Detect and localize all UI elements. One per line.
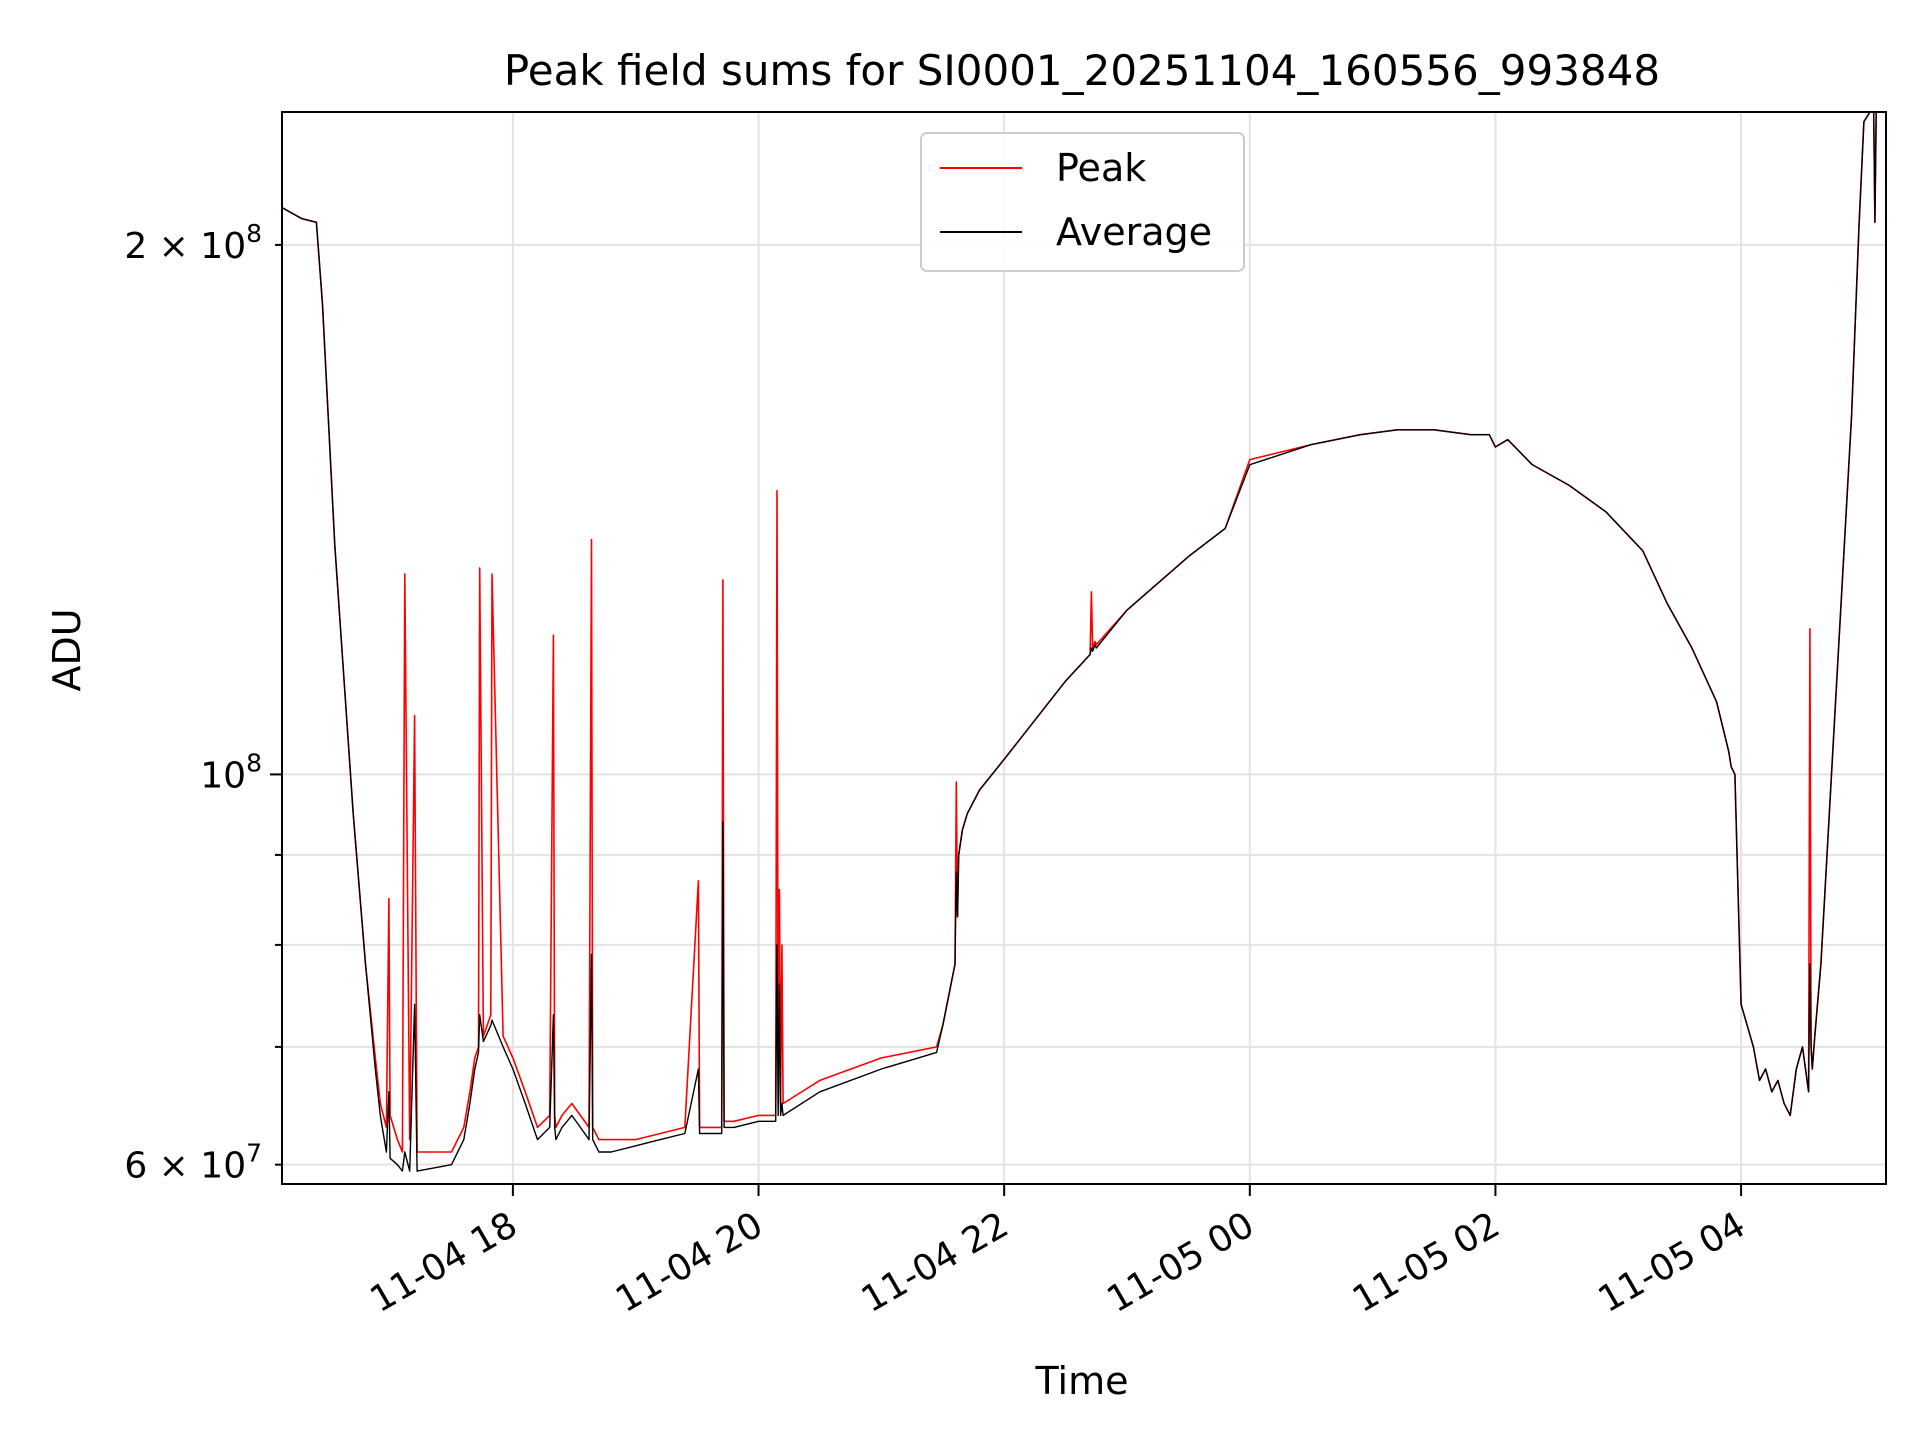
legend: Peak Average xyxy=(920,132,1245,272)
series-line-average xyxy=(282,112,1877,1172)
x-axis-label: Time xyxy=(1035,1359,1129,1403)
y-tick-label: 6 × 107 xyxy=(124,1139,262,1187)
grid xyxy=(282,112,1886,1184)
legend-label-average: Average xyxy=(1056,210,1212,254)
series-layer xyxy=(282,112,1877,1172)
chart-title: Peak field sums for SI0001_20251104_1605… xyxy=(504,46,1660,95)
legend-label-peak: Peak xyxy=(1056,146,1146,190)
plot-frame xyxy=(281,111,1887,1185)
y-axis-label: ADU xyxy=(45,608,89,691)
y-tick-label: 2 × 108 xyxy=(124,219,262,267)
y-tick-label: 108 xyxy=(200,748,262,796)
